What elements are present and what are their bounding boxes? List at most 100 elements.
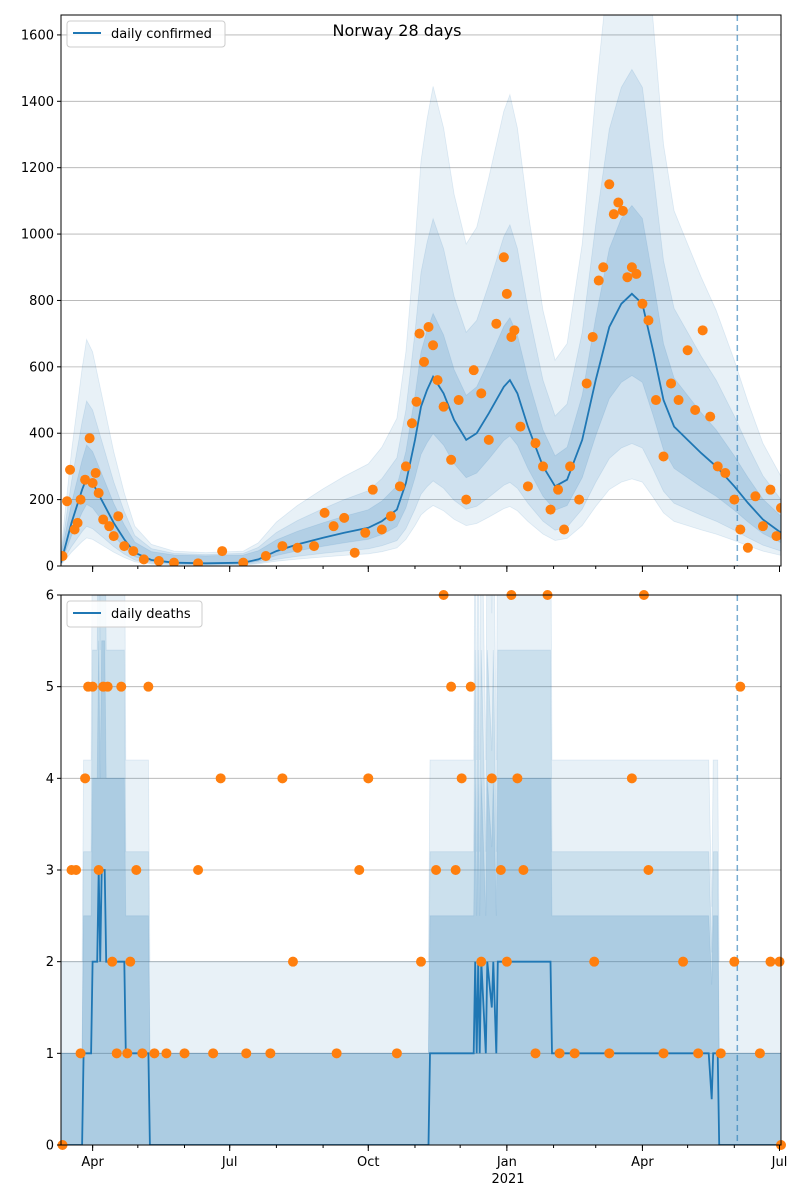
confirmed-plot-frame xyxy=(60,14,782,567)
confirmed-observed-point xyxy=(666,378,677,389)
confirmed-observed-point xyxy=(509,325,520,336)
confirmed-observed-point xyxy=(461,494,472,505)
confirmed-observed-point xyxy=(765,484,776,495)
confirmed-legend-box xyxy=(66,20,226,48)
deaths-observed-point xyxy=(265,1048,276,1059)
deaths-y-tick-label: 3 xyxy=(46,864,54,879)
confirmed-observed-point xyxy=(419,356,430,367)
confirmed-observed-point xyxy=(742,542,753,553)
confirmed-observed-point xyxy=(545,504,556,515)
confirmed-observed-point xyxy=(328,521,339,532)
deaths-observed-point xyxy=(161,1048,172,1059)
confirmed-observed-point xyxy=(432,375,443,386)
confirmed-band-0 xyxy=(61,15,781,566)
confirmed-observed-point xyxy=(617,205,628,216)
deaths-observed-point xyxy=(363,773,374,784)
confirmed-observed-point xyxy=(598,262,609,273)
deaths-observed-point xyxy=(554,1048,565,1059)
confirmed-observed-point xyxy=(631,268,642,279)
x-tick-label: Jul xyxy=(221,1155,238,1170)
deaths-observed-point xyxy=(125,956,136,967)
deaths-observed-point xyxy=(501,956,512,967)
confirmed-observed-point xyxy=(349,547,360,558)
confirmed-observed-point xyxy=(559,524,570,535)
confirmed-y-tick-label: 800 xyxy=(29,294,54,309)
deaths-observed-point xyxy=(71,865,82,875)
confirmed-y-tick-label: 1000 xyxy=(21,228,54,243)
confirmed-observed-point xyxy=(238,557,249,566)
confirmed-observed-point xyxy=(61,551,68,562)
deaths-observed-point xyxy=(137,1048,148,1059)
deaths-observed-point xyxy=(208,1048,219,1059)
confirmed-observed-point xyxy=(113,511,124,522)
deaths-observed-point xyxy=(431,865,442,875)
deaths-observed-point xyxy=(193,865,204,875)
confirmed-observed-point xyxy=(72,517,83,528)
confirmed-observed-point xyxy=(406,418,417,429)
deaths-observed-point xyxy=(589,956,600,967)
deaths-observed-point xyxy=(495,865,506,875)
deaths-observed-point xyxy=(658,1048,669,1059)
deaths-x-axis: Apr Jul Oct Jan Apr Jul xyxy=(81,1145,787,1170)
chart-title: Norway 28 days xyxy=(333,21,462,40)
deaths-observed-point xyxy=(604,1048,615,1059)
deaths-band-2 xyxy=(61,640,781,1145)
confirmed-observed-point xyxy=(643,315,654,326)
deaths-y-axis: 0 1 2 3 4 5 6 xyxy=(46,589,61,1154)
deaths-observed-point xyxy=(111,1048,122,1059)
deaths-observed-point xyxy=(693,1048,704,1059)
confirmed-observed-point xyxy=(476,388,487,399)
deaths-observed-point xyxy=(391,1048,402,1059)
confirmed-observed-point xyxy=(553,484,564,495)
confirmed-observed-point xyxy=(367,484,378,495)
confirmed-observed-point xyxy=(423,322,434,333)
confirmed-observed-point xyxy=(712,461,723,472)
deaths-y-tick-label: 4 xyxy=(46,772,54,787)
confirmed-observed-point xyxy=(277,541,288,552)
confirmed-y-tick-label: 400 xyxy=(29,427,54,442)
deaths-y-tick-label: 1 xyxy=(46,1047,54,1062)
deaths-observed-point xyxy=(241,1048,252,1059)
x-tick-label: Oct xyxy=(357,1155,379,1170)
confirmed-observed-point xyxy=(673,395,684,406)
confirmed-observed-point xyxy=(153,556,164,566)
deaths-observed-point xyxy=(715,1048,726,1059)
deaths-prediction-bands xyxy=(61,595,781,1145)
deaths-observed-point xyxy=(643,865,654,875)
deaths-observed-point xyxy=(446,681,457,692)
deaths-observed-point xyxy=(530,1048,541,1059)
confirmed-observed-point xyxy=(98,514,109,525)
deaths-observed-point xyxy=(735,681,746,692)
confirmed-y-tick-label: 1200 xyxy=(21,161,54,176)
confirmed-observed-point xyxy=(690,404,701,415)
deaths-band-1 xyxy=(61,595,781,1145)
confirmed-observed-point xyxy=(729,494,740,505)
deaths-observed-point xyxy=(80,773,91,784)
confirmed-observed-point xyxy=(658,451,669,462)
confirmed-y-tick-label: 600 xyxy=(29,360,54,375)
confirmed-observed-point xyxy=(138,554,149,565)
confirmed-prediction-bands xyxy=(61,15,781,566)
confirmed-observed-point xyxy=(168,557,179,566)
confirmed-observed-point xyxy=(128,546,139,557)
deaths-observed-point xyxy=(354,865,365,875)
deaths-y-tick-label: 2 xyxy=(46,955,54,970)
confirmed-observed-point xyxy=(339,512,350,523)
deaths-observed-point xyxy=(486,773,497,784)
confirmed-observed-point xyxy=(376,524,387,535)
confirmed-observed-point xyxy=(62,496,73,507)
confirmed-observed-point xyxy=(750,491,761,502)
confirmed-legend: daily confirmed xyxy=(66,20,226,48)
confirmed-observed-point xyxy=(587,331,598,342)
deaths-observed-point xyxy=(102,681,113,692)
confirmed-y-tick-label: 0 xyxy=(46,560,54,575)
confirmed-observed-point xyxy=(385,511,396,522)
confirmed-observed-point xyxy=(622,272,633,283)
confirmed-observed-point xyxy=(108,531,119,542)
deaths-panel: 0 1 2 3 4 5 6 Apr Jul Oct Jan Apr Jul 2021 daily de… xyxy=(46,589,788,1188)
deaths-observed-point xyxy=(729,956,740,967)
confirmed-y-tick-label: 200 xyxy=(29,493,54,508)
confirmed-observed-point xyxy=(522,481,533,492)
deaths-observed-point xyxy=(456,773,467,784)
